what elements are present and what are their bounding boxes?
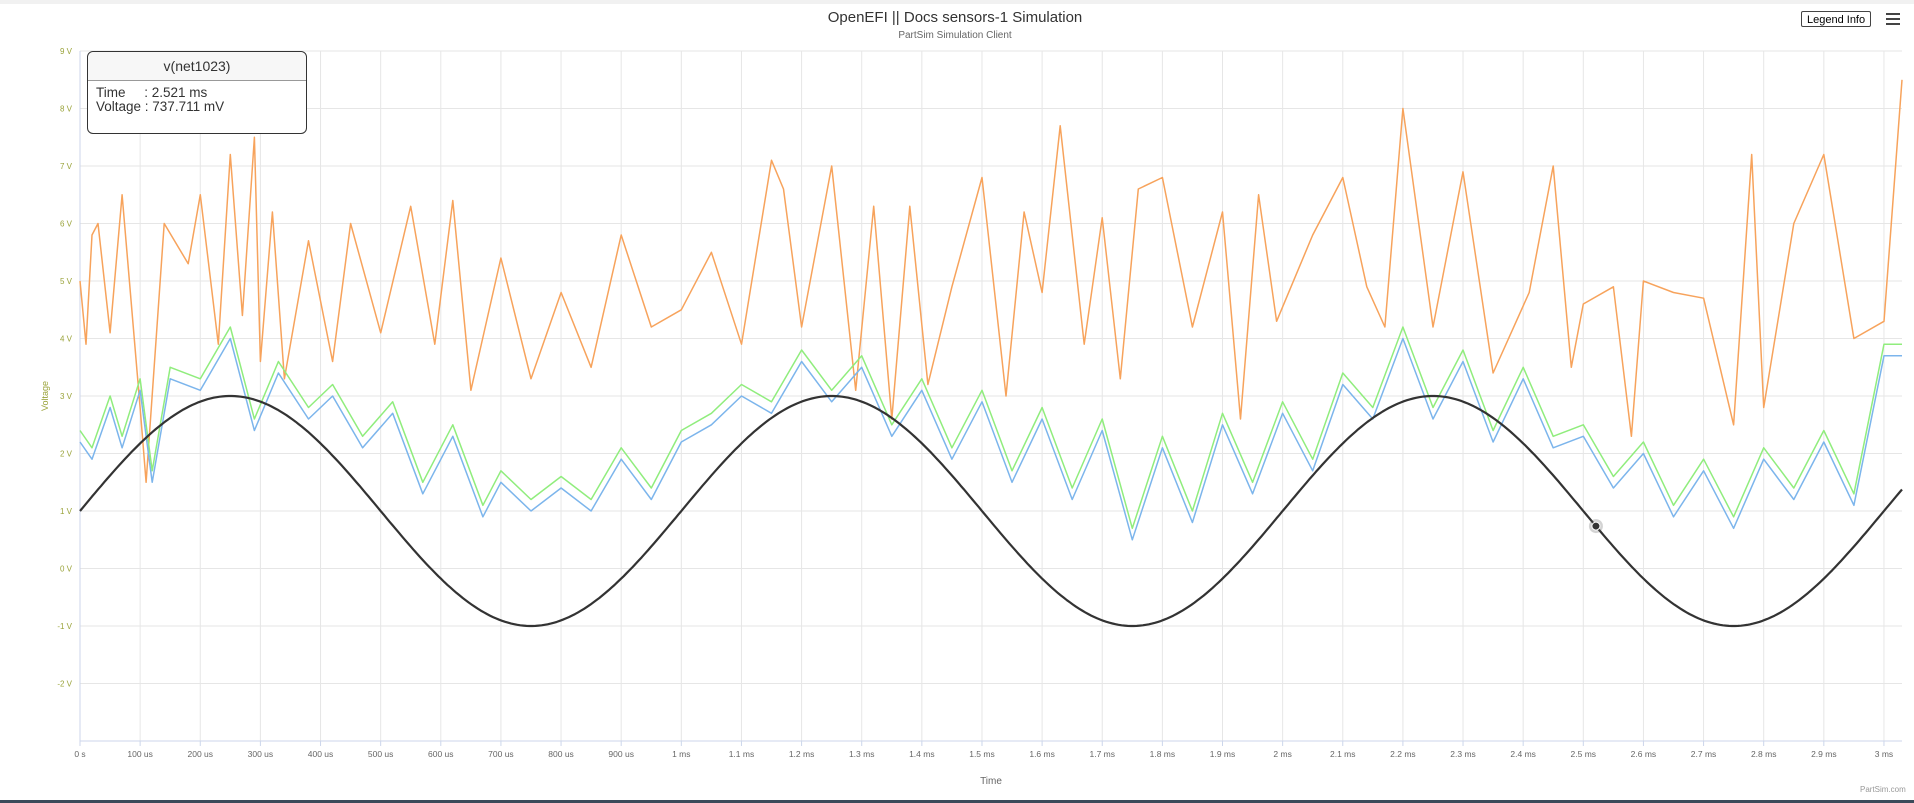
x-tick-label: 2.5 ms [1571, 749, 1597, 759]
y-tick-label: 4 V [60, 335, 73, 344]
x-tick-label: 2.3 ms [1450, 749, 1476, 759]
chart-subtitle: PartSim Simulation Client [898, 30, 1012, 41]
x-tick-label: 400 us [308, 749, 334, 759]
y-tick-label: -1 V [57, 622, 72, 631]
x-tick-label: 0 s [74, 749, 85, 759]
y-tick-label: 7 V [60, 162, 73, 171]
x-tick-label: 1.6 ms [1029, 749, 1055, 759]
tooltip-voltage: Voltage : 737.711 mV [96, 99, 225, 114]
series-line-1 [79, 79, 1903, 484]
legend-info-button[interactable]: Legend Info [1801, 11, 1872, 27]
x-tick-label: 300 us [248, 749, 274, 759]
y-tick-label: 6 V [60, 220, 73, 229]
x-tick-label: 2.1 ms [1330, 749, 1356, 759]
x-tick-label: 1.7 ms [1089, 749, 1115, 759]
x-tick-label: 1.4 ms [909, 749, 935, 759]
y-tick-label: 5 V [60, 277, 73, 286]
x-tick-label: 800 us [548, 749, 574, 759]
x-tick-label: 1.1 ms [729, 749, 755, 759]
x-tick-label: 2.4 ms [1510, 749, 1536, 759]
hover-marker [1591, 521, 1601, 531]
credits-link[interactable]: PartSim.com [1860, 785, 1906, 794]
x-tick-label: 2.9 ms [1811, 749, 1837, 759]
series-line-3 [79, 337, 1902, 541]
tooltip-time: Time : 2.521 ms [96, 85, 208, 100]
x-tick-label: 1.9 ms [1210, 749, 1236, 759]
x-tick-label: 2 ms [1273, 749, 1291, 759]
hamburger-menu-icon[interactable] [1886, 13, 1900, 27]
x-tick-label: 1.8 ms [1150, 749, 1176, 759]
series-line-2 [79, 326, 1902, 530]
x-tick-label: 1.5 ms [969, 749, 995, 759]
x-tick-label: 700 us [488, 749, 514, 759]
bottom-border [0, 800, 1914, 803]
chart-title: OpenEFI || Docs sensors-1 Simulation [827, 9, 1083, 26]
y-tick-label: 8 V [60, 105, 73, 114]
tooltip-header: v(net1023) [88, 52, 306, 81]
x-tick-label: 1 ms [672, 749, 690, 759]
x-tick-label: 2.6 ms [1631, 749, 1657, 759]
y-axis-title: Voltage [40, 381, 50, 411]
x-tick-label: 900 us [608, 749, 634, 759]
x-tick-label: 2.2 ms [1390, 749, 1416, 759]
x-tick-label: 200 us [187, 749, 213, 759]
x-tick-label: 2.8 ms [1751, 749, 1777, 759]
x-tick-label: 3 ms [1875, 749, 1893, 759]
x-axis-title: Time [980, 776, 1002, 787]
series-tooltip: v(net1023) Time : 2.521 ms Voltage : 737… [87, 51, 307, 134]
x-tick-label: 1.3 ms [849, 749, 875, 759]
x-tick-label: 1.2 ms [789, 749, 815, 759]
top-border [0, 0, 1914, 4]
y-tick-label: 9 V [60, 47, 73, 56]
y-tick-label: -2 V [57, 680, 72, 689]
y-tick-label: 1 V [60, 507, 73, 516]
y-tick-label: 3 V [60, 392, 73, 401]
x-tick-label: 2.7 ms [1691, 749, 1717, 759]
y-tick-label: 0 V [60, 565, 73, 574]
x-tick-label: 500 us [368, 749, 394, 759]
y-tick-label: 2 V [60, 450, 73, 459]
x-tick-label: 100 us [127, 749, 153, 759]
x-tick-label: 600 us [428, 749, 454, 759]
